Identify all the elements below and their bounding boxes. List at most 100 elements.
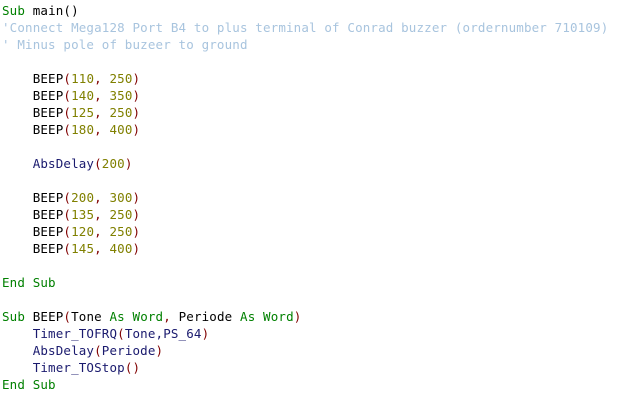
- code-indent: [2, 326, 33, 341]
- code-line-blank[interactable]: [2, 291, 634, 308]
- code-token-number: 250: [109, 207, 133, 222]
- code-token-ident: Periode: [178, 309, 233, 324]
- code-token-number: 140: [71, 88, 95, 103]
- code-line[interactable]: BEEP(200, 300): [2, 189, 634, 206]
- code-token-ident: BEEP: [32, 71, 64, 86]
- code-token-number: 400: [109, 122, 133, 137]
- code-token-func: Periode: [101, 343, 156, 358]
- code-line[interactable]: Sub main(): [2, 2, 634, 19]
- code-line[interactable]: AbsDelay(Periode): [2, 342, 634, 359]
- code-token-plain: [232, 309, 240, 324]
- code-token-func: Timer_TOStop: [32, 360, 125, 375]
- code-indent: [2, 105, 33, 120]
- code-indent: [2, 241, 33, 256]
- code-token-number: 400: [109, 241, 133, 256]
- code-token-number: 300: [109, 190, 133, 205]
- code-token-punct: (: [63, 309, 72, 324]
- code-token-punct: (: [94, 343, 102, 358]
- code-line[interactable]: AbsDelay(200): [2, 155, 634, 172]
- code-token-punct: ,: [94, 122, 110, 137]
- code-token-keyword: Sub: [2, 309, 26, 324]
- code-token-number: 145: [71, 241, 95, 256]
- code-token-keyword: End Sub: [2, 377, 56, 392]
- code-token-number: 120: [71, 224, 95, 239]
- code-indent: [2, 71, 33, 86]
- code-token-plain: [25, 3, 33, 18]
- code-token-func: AbsDelay: [32, 343, 95, 358]
- code-indent: [2, 156, 33, 171]
- code-token-plain: (): [63, 3, 79, 18]
- code-token-keyword: As Word: [240, 309, 294, 324]
- code-line[interactable]: BEEP(120, 250): [2, 223, 634, 240]
- code-token-func: Timer_TOFRQ: [32, 326, 118, 341]
- code-token-punct: ): [155, 343, 164, 358]
- code-token-number: 180: [71, 122, 95, 137]
- code-token-punct: ,: [94, 190, 110, 205]
- code-token-plain: [25, 309, 33, 324]
- code-token-ident: BEEP: [32, 309, 64, 324]
- code-indent: [2, 190, 33, 205]
- code-token-punct: ): [132, 207, 141, 222]
- code-line[interactable]: Timer_TOFRQ(Tone,PS_64): [2, 325, 634, 342]
- code-token-ident: BEEP: [32, 207, 64, 222]
- code-token-punct: (: [63, 71, 72, 86]
- code-token-number: 110: [71, 71, 95, 86]
- code-line[interactable]: ' Minus pole of buzeer to ground: [2, 36, 634, 53]
- code-line[interactable]: 'Connect Mega128 Port B4 to plus termina…: [2, 19, 634, 36]
- code-token-number: 250: [109, 224, 133, 239]
- code-token-number: 250: [109, 71, 133, 86]
- code-token-punct: ): [132, 105, 141, 120]
- code-token-punct: (: [63, 122, 72, 137]
- code-line[interactable]: BEEP(110, 250): [2, 70, 634, 87]
- code-token-punct: (: [63, 105, 72, 120]
- code-token-plain: [102, 309, 110, 324]
- code-token-ident: BEEP: [32, 105, 64, 120]
- code-token-punct: ,: [163, 309, 179, 324]
- code-line-blank[interactable]: [2, 138, 634, 155]
- code-line[interactable]: BEEP(145, 400): [2, 240, 634, 257]
- code-token-punct: ): [124, 156, 133, 171]
- code-token-ident: BEEP: [32, 224, 64, 239]
- code-token-punct: (: [63, 88, 72, 103]
- code-token-punct: ): [132, 224, 141, 239]
- code-indent: [2, 207, 33, 222]
- code-token-punct: (: [117, 326, 125, 341]
- code-token-punct: (: [63, 190, 72, 205]
- code-token-ident: BEEP: [32, 241, 64, 256]
- code-token-func: Tone,PS_64: [124, 326, 202, 341]
- code-token-punct: ,: [94, 88, 110, 103]
- code-line[interactable]: BEEP(140, 350): [2, 87, 634, 104]
- source-code-listing[interactable]: Sub main() 'Connect Mega128 Port B4 to pl…: [2, 2, 634, 393]
- code-token-comment: 'Connect Mega128 Port B4 to plus termina…: [2, 20, 609, 35]
- code-token-number: 250: [109, 105, 133, 120]
- code-token-punct: (: [94, 156, 102, 171]
- code-token-punct: ): [132, 71, 141, 86]
- code-line[interactable]: End Sub: [2, 274, 634, 291]
- code-token-punct: ,: [94, 105, 110, 120]
- code-line-blank[interactable]: [2, 257, 634, 274]
- code-token-ident: BEEP: [32, 122, 64, 137]
- code-token-punct: ,: [94, 241, 110, 256]
- code-line-blank[interactable]: [2, 53, 634, 70]
- code-line-blank[interactable]: [2, 172, 634, 189]
- code-line[interactable]: Sub BEEP(Tone As Word, Periode As Word): [2, 308, 634, 325]
- code-token-ident: BEEP: [32, 88, 64, 103]
- code-token-punct: ): [132, 241, 141, 256]
- code-indent: [2, 122, 33, 137]
- code-indent: [2, 343, 33, 358]
- code-token-punct: ): [132, 88, 141, 103]
- code-line[interactable]: BEEP(180, 400): [2, 121, 634, 138]
- code-line[interactable]: Timer_TOStop(): [2, 359, 634, 376]
- code-token-number: 125: [71, 105, 95, 120]
- code-line[interactable]: BEEP(135, 250): [2, 206, 634, 223]
- code-token-number: 200: [101, 156, 125, 171]
- code-line[interactable]: End Sub: [2, 376, 634, 393]
- code-token-punct: (: [63, 241, 72, 256]
- code-line[interactable]: BEEP(125, 250): [2, 104, 634, 121]
- code-token-punct: ,: [94, 207, 110, 222]
- code-token-punct: ,: [94, 71, 110, 86]
- code-token-punct: (: [63, 207, 72, 222]
- code-indent: [2, 88, 33, 103]
- code-token-keyword: Sub: [2, 3, 26, 18]
